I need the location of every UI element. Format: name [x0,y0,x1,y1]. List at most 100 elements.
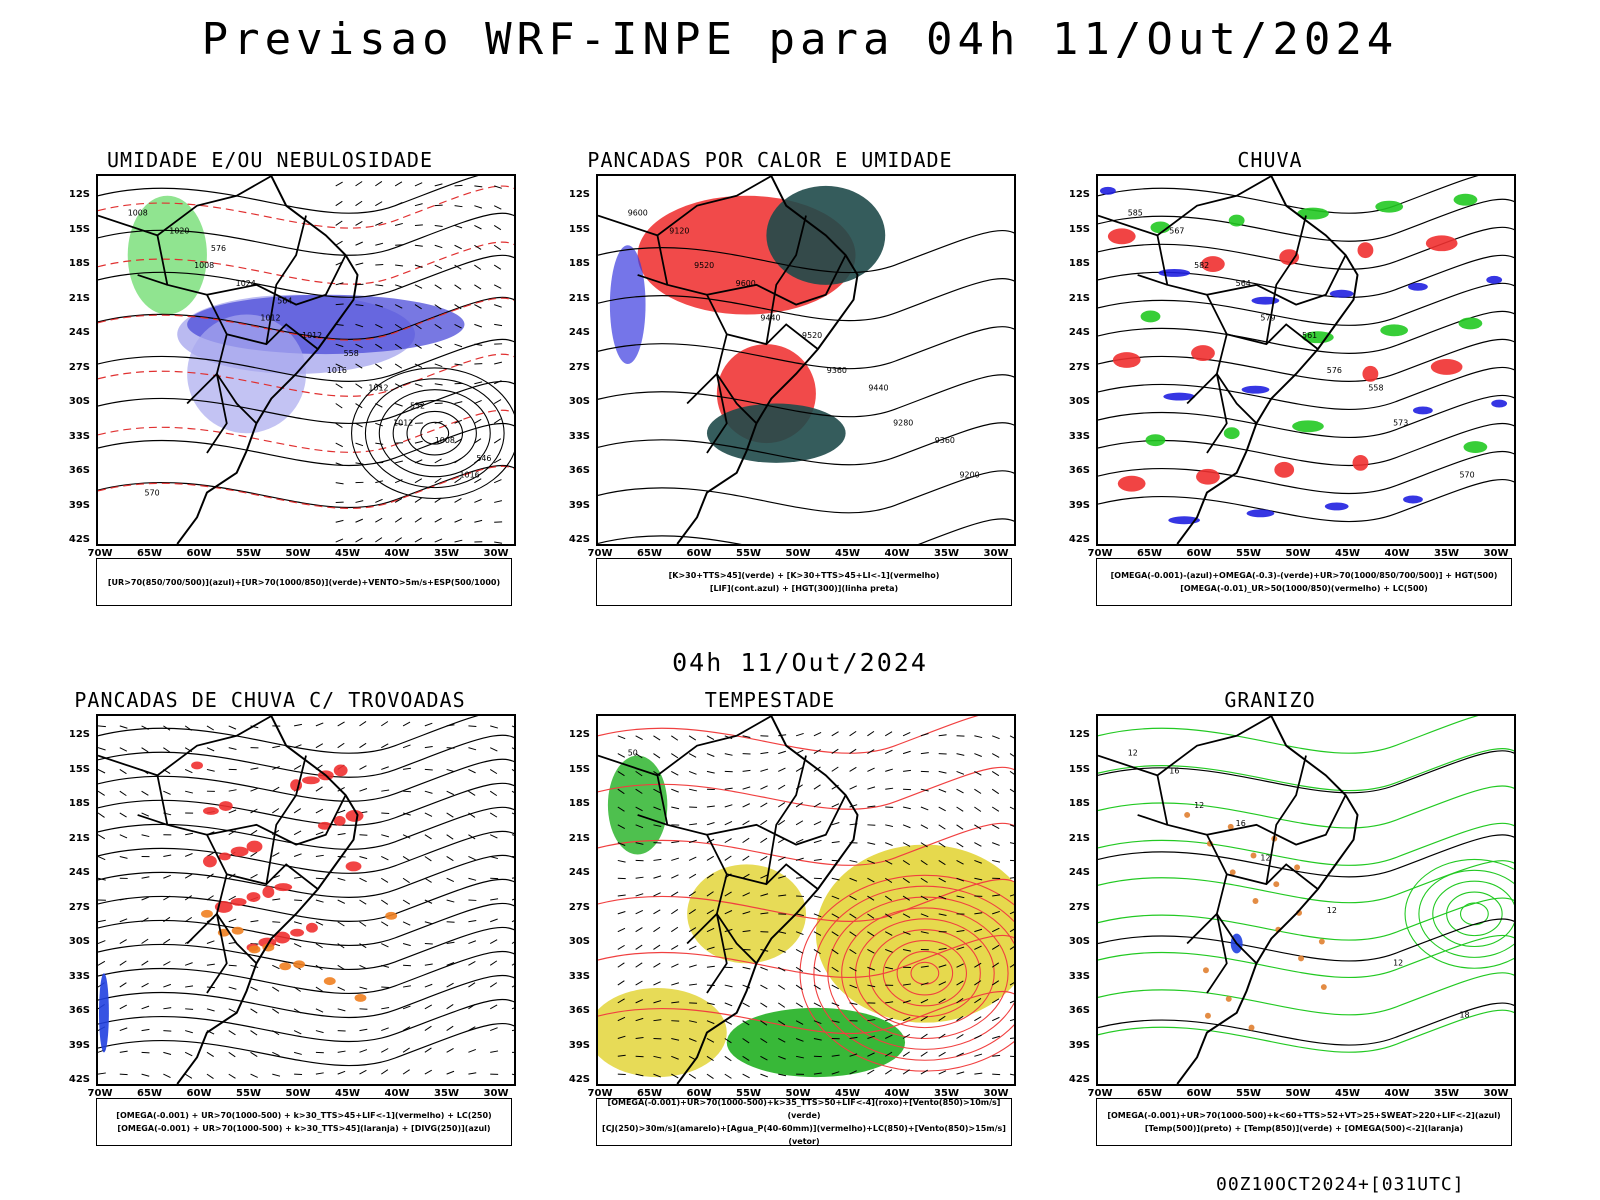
wind-vector [489,982,498,988]
wind-vector [206,747,215,752]
wind-vector [974,1053,983,1057]
wind-vector [402,856,411,862]
wind-vector [250,767,259,770]
wind-vector [402,921,411,926]
wind-vector [335,200,343,207]
wind-vector [381,1048,389,1053]
contour-line [1098,254,1514,298]
wind-vector [402,744,411,749]
lon-tick-label: 35W [1434,548,1459,559]
wind-vector [98,960,106,966]
wind-vector [760,912,769,915]
lon-tick-label: 70W [1087,1088,1113,1099]
wind-vector [688,753,697,758]
wind-vector [974,945,982,950]
lat-tick-label: 42S [68,534,90,545]
wind-vector [795,984,803,990]
wind-vector [206,725,214,731]
wind-vector [493,380,502,385]
contour-value-label: 9520 [802,331,822,340]
wind-vector [724,838,732,844]
wind-vector [355,343,363,349]
wind-vector [706,873,714,879]
wind-vector [902,860,910,866]
wind-vector [885,931,893,936]
wind-vector [956,753,965,756]
wind-vector [424,921,433,925]
closed-contour [364,378,505,489]
rain-cell [1453,193,1478,206]
wind-vector [760,802,768,808]
wind-vector [414,403,423,406]
wind-vector [468,856,476,861]
contour-value-label: 573 [1393,418,1408,427]
lon-tick-label: 65W [1137,548,1162,559]
rain-cell [1375,200,1404,213]
wind-vector [653,926,661,933]
wind-vector [974,928,983,933]
lat-tick-label: 42S [1068,1074,1090,1085]
coastline [676,176,859,544]
country-border [98,716,272,777]
wind-vector [635,980,643,986]
wind-vector [335,240,343,246]
lat-tick-label: 33S [568,430,590,442]
lat-tick-label: 18S [568,798,590,809]
wind-vector [777,802,786,808]
lat-tick-label: 36S [568,465,590,476]
wind-vector [831,1071,840,1075]
contour-value-label: 12 [1393,958,1403,967]
country-border [137,274,168,286]
wind-vector [688,735,697,741]
coastline [1176,716,1359,1084]
wind-vector [920,895,929,901]
weather-map [96,714,516,1086]
lat-tick-label: 21S [68,292,90,304]
lon-tick-label: 40W [384,1088,410,1099]
country-border [216,913,258,964]
wind-vector [920,1033,928,1039]
wind-vector [920,733,929,737]
country-border [1098,716,1272,777]
wind-vector [795,913,804,917]
wind-vector [778,1073,787,1077]
wind-vector [494,185,502,189]
wind-vector [885,859,893,865]
wind-vector [424,1025,432,1031]
wind-vector [163,874,171,879]
wind-vector [474,284,482,290]
wind-vector [434,477,442,484]
omega-area [1227,823,1234,830]
wind-vector [98,747,106,751]
thunderstorm-cell [230,846,249,857]
contour-line [1098,394,1514,438]
wind-vector [760,1073,769,1078]
wind-vector [272,852,280,857]
wind-vector [849,1036,858,1039]
omega-area [1250,852,1257,859]
wind-vector [228,830,236,836]
wind-vector [272,1008,280,1014]
closed-contour [420,421,450,445]
wind-vector [228,1008,237,1013]
wind-vector [474,418,482,424]
wind-vector [454,205,463,208]
wind-vector [402,767,411,770]
wind-vector [956,998,964,1004]
contour-line [98,975,514,1018]
lon-tick-label: 35W [434,548,459,559]
lat-tick-label: 18S [1068,258,1090,269]
wind-vector [293,1008,302,1014]
wind-vector [884,1051,893,1057]
wind-vector [375,304,384,308]
wind-vector [424,790,433,794]
wind-vector [206,1008,215,1012]
wind-vector [490,1050,499,1053]
wind-vector [671,909,679,915]
wind-vector [688,891,696,897]
wind-vector [414,517,422,523]
wind-vector [359,855,368,860]
wind-vector [337,921,345,927]
legend-line: [OMEGA(-0.001) + UR>70(1000-500) + k>30_… [117,1124,491,1133]
wind-vector [414,478,423,484]
